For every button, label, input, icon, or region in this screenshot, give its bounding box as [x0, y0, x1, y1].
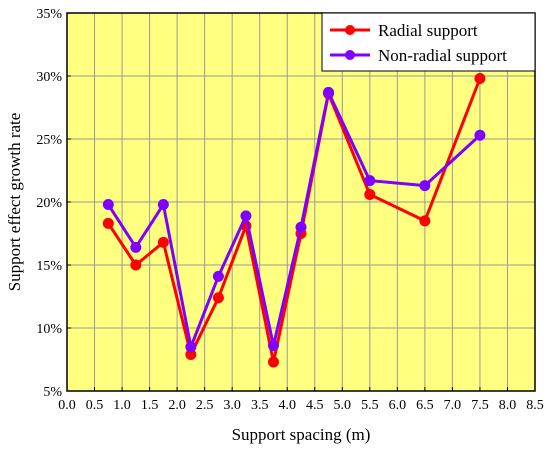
- y-axis-title: Support effect growth rate: [5, 113, 24, 292]
- data-point: [102, 199, 114, 211]
- y-tick-label: 5%: [43, 385, 62, 400]
- data-point: [419, 215, 431, 227]
- data-point: [364, 188, 376, 200]
- x-tick-label: 5.0: [334, 398, 352, 413]
- tick-labels: 0.0 0.5 1.0 1.5 2.0 2.5 3.0 3.5 4.0 4.5 5.0 5.5 6.0 6…: [36, 7, 543, 413]
- x-tick-label: 3.5: [251, 398, 269, 413]
- x-tick-label: 2.5: [196, 398, 214, 413]
- x-tick-label: 1.0: [113, 398, 131, 413]
- legend: Radial support Non-radial support: [321, 12, 536, 72]
- y-tick-label: 25%: [36, 133, 62, 148]
- y-tick-label: 35%: [36, 7, 62, 22]
- data-point: [157, 199, 169, 211]
- legend-box: [321, 12, 536, 72]
- series-line: [107, 90, 481, 349]
- x-tick-label: 1.5: [141, 398, 159, 413]
- legend-marker: [345, 25, 355, 35]
- legend-item: Non-radial support: [330, 46, 507, 65]
- series-line: [107, 77, 482, 364]
- data-point: [267, 340, 279, 352]
- data-point: [323, 86, 335, 98]
- x-axis-title: Support spacing (m): [232, 425, 371, 444]
- legend-item: Radial support: [330, 21, 478, 40]
- data-point: [295, 221, 307, 233]
- x-tick-label: 6.0: [389, 398, 407, 413]
- x-tick-label: 7.5: [471, 398, 489, 413]
- legend-label: Non-radial support: [378, 46, 507, 65]
- series-2: [102, 86, 486, 353]
- x-tick-label: 0.0: [58, 398, 76, 413]
- data-point: [240, 210, 252, 222]
- data-point: [102, 217, 114, 229]
- x-tick-label: 7.0: [444, 398, 462, 413]
- x-tick-label: 8.5: [526, 398, 544, 413]
- y-tick-label: 30%: [36, 70, 62, 85]
- data-point: [212, 270, 224, 282]
- data-point: [364, 175, 376, 187]
- data-point: [212, 292, 224, 304]
- x-tick-label: 4.5: [306, 398, 324, 413]
- y-tick-label: 15%: [36, 259, 62, 274]
- y-tick-label: 10%: [36, 322, 62, 337]
- data-point: [130, 259, 142, 271]
- data-point: [474, 129, 486, 141]
- data-point: [474, 73, 486, 85]
- data-point: [185, 341, 197, 353]
- x-tick-label: 3.0: [223, 398, 241, 413]
- series-layer: [102, 73, 486, 368]
- x-tick-label: 6.5: [416, 398, 434, 413]
- x-tick-label: 8.0: [499, 398, 517, 413]
- legend-label: Radial support: [378, 21, 478, 40]
- legend-marker: [345, 50, 355, 60]
- x-tick-label: 5.5: [361, 398, 379, 413]
- data-point: [267, 356, 279, 368]
- data-point: [157, 236, 169, 248]
- x-tick-label: 0.5: [86, 398, 104, 413]
- x-tick-label: 2.0: [168, 398, 186, 413]
- data-point: [130, 241, 142, 253]
- data-point: [419, 180, 431, 192]
- x-tick-label: 4.0: [278, 398, 296, 413]
- y-tick-label: 20%: [36, 196, 62, 211]
